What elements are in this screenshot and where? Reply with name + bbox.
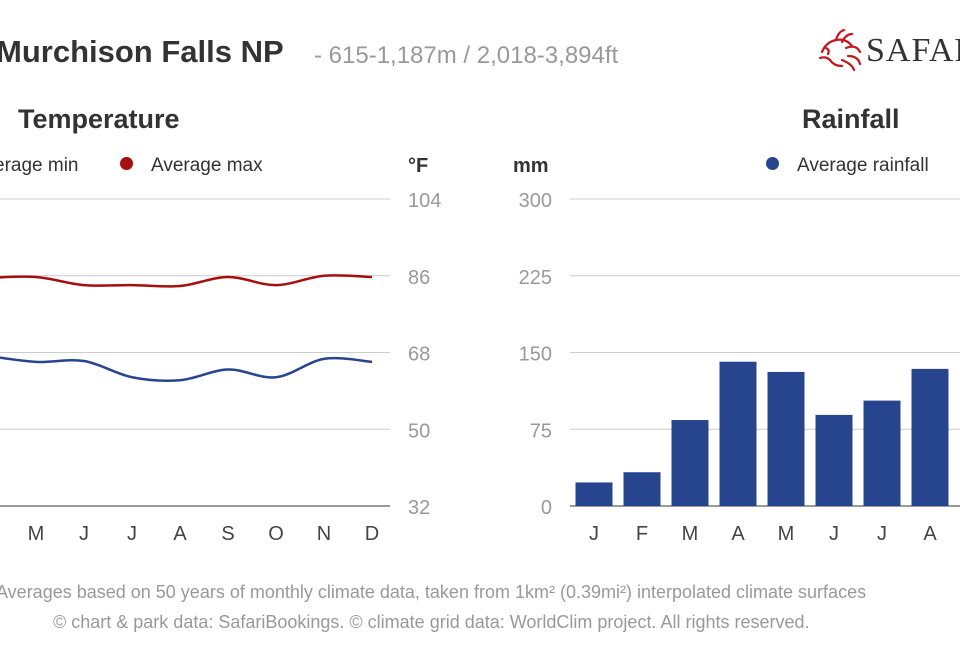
legend-average-max[interactable]: Average max: [120, 155, 263, 177]
y-tick-label: 68: [408, 344, 430, 366]
rainfall-chart-title: Rainfall: [802, 104, 900, 134]
legend-label: Average max: [151, 155, 263, 176]
rainfall-bar: [911, 368, 949, 506]
series-line-average-min: [0, 356, 373, 382]
logo-text: SAFARI: [866, 32, 960, 69]
x-tick-label: O: [268, 523, 284, 545]
x-tick-label: N: [317, 523, 331, 545]
elevation-subtitle: - 615-1,187m / 2,018-3,894ft: [314, 42, 619, 69]
legend-dot-icon: [766, 157, 779, 171]
x-tick-label: J: [127, 523, 137, 545]
x-tick-label: A: [173, 523, 187, 545]
footer-note: Averages based on 50 years of monthly cl…: [0, 582, 867, 602]
rainfall-bar: [671, 420, 709, 506]
x-tick-label: J: [589, 523, 599, 545]
y-tick-label: 75: [530, 420, 552, 442]
x-tick-label: A: [923, 523, 937, 545]
x-tick-label: M: [28, 523, 45, 545]
y-tick-label: 150: [519, 344, 552, 366]
rainfall-unit: mm: [513, 155, 549, 177]
rainfall-bar: [815, 414, 853, 506]
x-tick-label: J: [877, 523, 887, 545]
rainfall-bar: [767, 371, 805, 506]
legend-label: Average rainfall: [797, 155, 929, 176]
y-tick-label: 300: [519, 190, 552, 212]
y-tick-label: 32: [408, 497, 430, 519]
x-tick-label: D: [365, 523, 379, 545]
legend-dot-icon: [120, 157, 133, 171]
y-tick-label: 104: [408, 190, 441, 212]
series-line-average-max: [0, 274, 373, 288]
page-title: Murchison Falls NP: [0, 34, 284, 69]
temperature-chart-title: Temperature: [18, 104, 180, 134]
rainfall-bar: [719, 361, 757, 506]
y-tick-label: 86: [408, 267, 430, 289]
y-tick-label: 50: [408, 420, 430, 442]
rainfall-bar: [623, 472, 661, 506]
rainfall-bar: [863, 400, 901, 506]
x-tick-label: J: [79, 523, 89, 545]
x-tick-label: F: [636, 523, 648, 545]
y-tick-label: 0: [541, 497, 552, 519]
lion-logo-icon: [816, 28, 864, 77]
rainfall-bar: [575, 482, 613, 506]
x-tick-label: M: [778, 523, 795, 545]
y-tick-label: 225: [519, 267, 552, 289]
legend-label: erage min: [0, 155, 79, 176]
temperature-unit: °F: [408, 155, 429, 177]
legend-average-rainfall[interactable]: Average rainfall: [766, 155, 929, 177]
footer-copyright: © chart & park data: SafariBookings. © c…: [53, 612, 810, 632]
x-tick-label: J: [829, 523, 839, 545]
x-tick-label: A: [731, 523, 745, 545]
x-tick-label: S: [221, 523, 234, 545]
x-tick-label: M: [682, 523, 699, 545]
climate-charts: 10486685032AMJJASOND300225150750JFMAMJJA: [0, 190, 960, 545]
legend-average-min[interactable]: erage min: [0, 155, 79, 177]
